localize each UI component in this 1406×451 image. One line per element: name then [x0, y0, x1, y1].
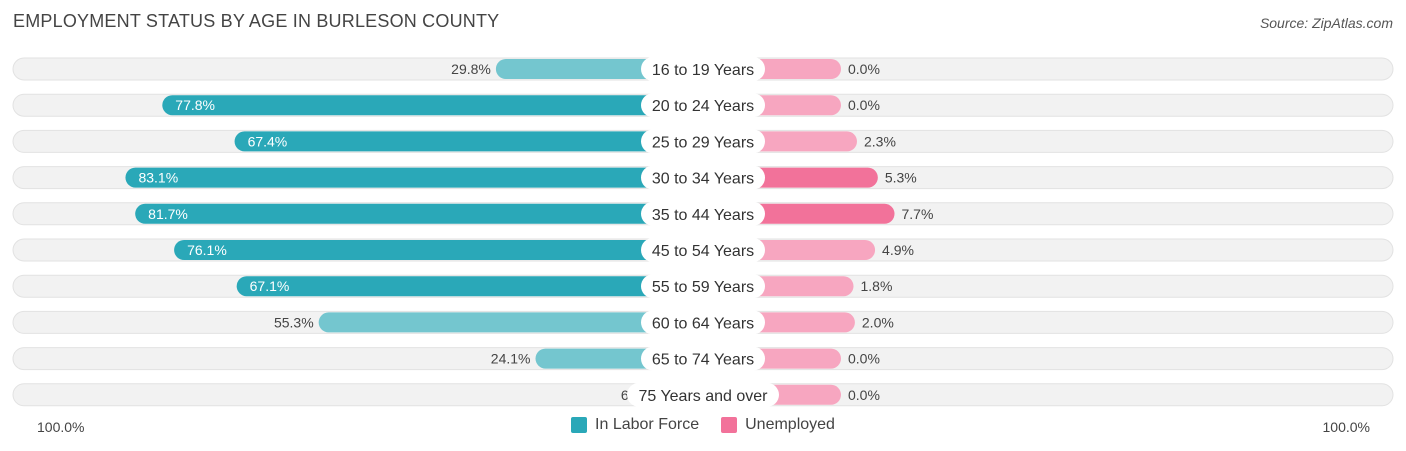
category-label-bg	[641, 165, 765, 190]
category-label-bg	[641, 93, 765, 118]
bar-labor-force	[234, 131, 703, 152]
category-label: 16 to 19 Years	[652, 62, 754, 79]
value-label-unemployed: 7.7%	[902, 206, 934, 222]
category-label: 45 to 54 Years	[652, 243, 754, 260]
value-label-labor: 67.4%	[248, 133, 288, 149]
value-label-labor: 29.8%	[451, 61, 491, 77]
axis-left-label: 100.0%	[37, 419, 85, 435]
legend: In Labor Force Unemployed	[0, 416, 1406, 434]
category-label-bg	[641, 201, 765, 226]
category-label-bg	[641, 310, 765, 335]
category-label: 35 to 44 Years	[652, 207, 754, 224]
value-label-unemployed: 2.0%	[862, 314, 894, 330]
value-label-labor: 24.1%	[491, 351, 531, 367]
value-label-labor: 77.8%	[175, 97, 215, 113]
value-label-unemployed: 0.0%	[848, 61, 880, 77]
category-label-bg	[641, 129, 765, 154]
category-label: 25 to 29 Years	[652, 134, 754, 151]
bar-labor-force	[318, 312, 703, 333]
value-label-unemployed: 0.0%	[848, 97, 880, 113]
value-label-unemployed: 0.0%	[848, 351, 880, 367]
legend-label-labor: In Labor Force	[595, 416, 700, 433]
value-label-labor: 81.7%	[148, 206, 188, 222]
value-label-unemployed: 2.3%	[864, 133, 896, 149]
value-label-labor: 83.1%	[138, 170, 178, 186]
category-label-bg	[627, 382, 779, 407]
legend-swatch-unemployed	[721, 417, 738, 433]
value-label-unemployed: 0.0%	[848, 387, 880, 403]
category-label: 30 to 34 Years	[652, 171, 754, 188]
category-label-bg	[641, 346, 765, 371]
chart-title: EMPLOYMENT STATUS BY AGE IN BURLESON COU…	[13, 11, 500, 31]
category-label-bg	[641, 57, 765, 81]
bar-labor-force	[162, 95, 704, 116]
legend-swatch-labor	[571, 417, 588, 433]
employment-chart: 29.8% 0.0% 16 to 19 Years 77.8% 0.0% 20 to 24…	[12, 57, 1394, 407]
category-label: 55 to 59 Years	[652, 279, 754, 296]
source-label: Source: ZipAtlas.com	[1259, 15, 1393, 31]
category-label: 60 to 64 Years	[652, 315, 754, 332]
value-label-unemployed: 1.8%	[861, 278, 893, 294]
value-label-labor: 67.1%	[250, 278, 290, 294]
category-label-bg	[641, 238, 765, 262]
value-label-labor: 76.1%	[187, 242, 227, 258]
value-label-unemployed: 4.9%	[882, 242, 914, 258]
category-label: 20 to 24 Years	[652, 98, 754, 115]
value-label-unemployed: 5.3%	[885, 170, 917, 186]
bar-labor-force	[125, 167, 703, 188]
bar-labor-force	[236, 276, 703, 297]
category-label: 75 Years and over	[639, 388, 769, 405]
category-label-bg	[641, 274, 765, 299]
category-label: 65 to 74 Years	[652, 352, 754, 369]
legend-label-unemployed: Unemployed	[745, 416, 835, 433]
bar-labor-force	[135, 203, 703, 224]
value-label-labor: 55.3%	[274, 314, 314, 330]
axis-right-label: 100.0%	[1322, 419, 1370, 435]
legend-item-labor[interactable]: In Labor Force	[571, 416, 699, 434]
bar-labor-force	[174, 240, 704, 260]
legend-item-unemployed[interactable]: Unemployed	[721, 416, 835, 434]
